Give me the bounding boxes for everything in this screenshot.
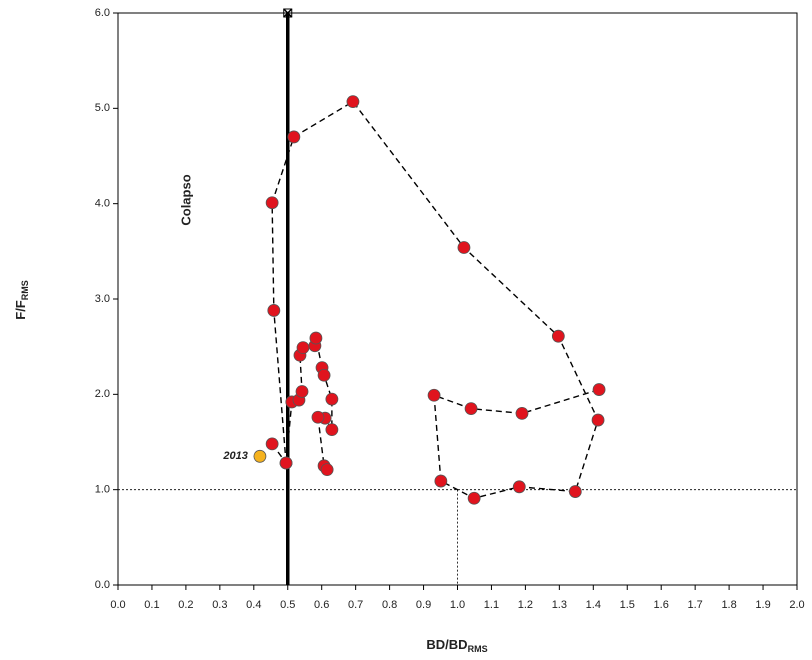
point [287,130,301,144]
point [279,456,293,470]
point [325,392,339,406]
x-tick-label: 0.7 [348,599,363,611]
x-tick-label: 2.0 [789,599,804,611]
x-tick-label: 0.0 [110,599,125,611]
x-tick-label: 1.1 [484,599,499,611]
x-tick-label: 0.9 [416,599,431,611]
y-label-main: F/F [13,300,28,320]
point [457,241,471,254]
point [325,423,339,437]
x-tick-label: 0.8 [382,599,397,611]
y-tick-label: 5.0 [95,102,110,114]
point [267,304,281,317]
connecting-line [271,100,600,499]
x-tick-label: 1.5 [620,599,635,611]
y-tick-label: 3.0 [95,293,110,305]
point [467,491,481,505]
collapse-marker [283,8,293,18]
point [265,196,279,210]
x-label-main: BD/BD [426,637,467,652]
point [512,480,526,494]
x-tick-label: 1.3 [552,599,567,611]
point [592,383,606,396]
point [434,474,448,488]
point [568,485,582,498]
x-tick-label: 0.3 [212,599,227,611]
point [265,437,279,451]
x-tick-label: 0.6 [314,599,329,611]
y-tick-label: 4.0 [95,198,110,210]
x-tick-label: 0.1 [144,599,159,611]
x-axis-label: BD/BDRMS [426,637,487,654]
x-tick-label: 1.9 [755,599,770,611]
point [295,385,309,398]
point [464,402,478,416]
point [311,410,325,424]
point [427,388,441,402]
x-tick-label: 1.4 [586,599,601,611]
y-tick-label: 0.0 [95,579,110,591]
y-label-sub: RMS [20,280,30,300]
point [515,406,529,420]
x-tick-label: 1.2 [518,599,533,611]
y-tick-label: 2.0 [95,388,110,400]
y-tick-label: 6.0 [95,7,110,19]
y-tick-label: 1.0 [95,484,110,496]
y-axis-label: F/FRMS [13,280,30,320]
x-tick-label: 1.8 [721,599,736,611]
collapse-marker-box [283,8,293,18]
point [346,95,360,109]
point [296,341,310,355]
x-tick-label: 0.4 [246,599,261,611]
x-tick-label: 0.5 [280,599,295,611]
point [317,368,331,382]
x-label-sub: RMS [468,644,488,654]
x-tick-label: 0.2 [178,599,193,611]
point [320,463,334,477]
point [253,449,267,463]
x-tick-label: 1.6 [654,599,669,611]
collapse-label: Colapso [178,174,193,225]
point [551,329,565,343]
point [309,331,323,345]
point-label: 2013 [222,450,247,462]
x-tick-label: 1.0 [450,599,465,611]
point [591,413,605,427]
x-tick-label: 1.7 [688,599,703,611]
